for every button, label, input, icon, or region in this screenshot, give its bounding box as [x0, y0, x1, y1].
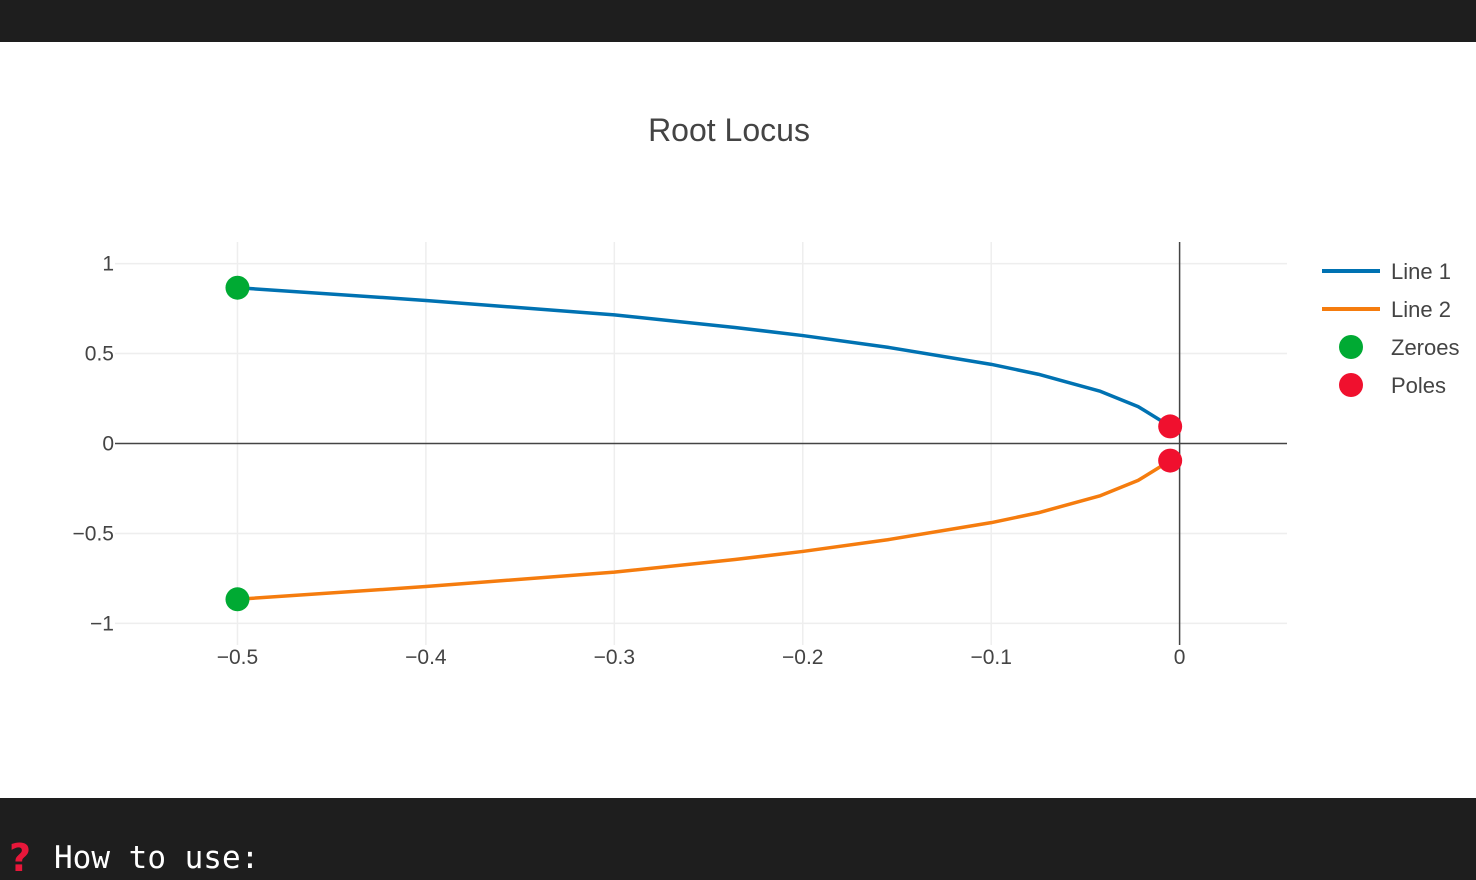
y-tick-label: −1	[90, 612, 114, 635]
question-mark-icon: ?	[8, 836, 32, 880]
legend-line-1-label: Line 1	[1391, 259, 1451, 284]
legend-zeroes-label: Zeroes	[1391, 335, 1459, 360]
y-tick-label: 0	[102, 433, 114, 456]
help-row[interactable]: ? How to use:	[2, 838, 259, 878]
x-tick-label: −0.5	[217, 646, 258, 669]
top-bar	[0, 0, 1476, 42]
legend-zeroes-swatch	[1339, 335, 1363, 359]
x-tick-label: −0.1	[970, 646, 1011, 669]
bottom-bar	[0, 798, 1476, 880]
y-tick-label: −0.5	[73, 522, 114, 545]
poles-marker	[1158, 414, 1183, 439]
series	[225, 275, 1183, 612]
root-locus-chart[interactable]: Root Locus −0.5 −0.4 −0.3 −0.2 −0.1 0 10.50−0…	[0, 42, 1476, 798]
y-tick-label: 0.5	[85, 343, 114, 366]
x-tick-label: −0.3	[594, 646, 635, 669]
x-tick-label: −0.4	[405, 646, 447, 669]
x-tick-label: −0.2	[782, 646, 823, 669]
legend[interactable]: Line 1 Line 2 Zeroes Poles	[1322, 259, 1459, 398]
zeroes-marker	[225, 587, 250, 612]
legend-poles-swatch	[1339, 373, 1363, 397]
help-label: How to use:	[54, 840, 260, 876]
series-line-2-line	[235, 458, 1172, 602]
zeroes-marker	[225, 275, 250, 300]
x-axis-ticks: −0.5 −0.4 −0.3 −0.2 −0.1 0	[217, 646, 1186, 669]
y-axis-ticks: 1 0.5 0 −0.5 −1	[73, 253, 114, 636]
plot-panel: Root Locus −0.5 −0.4 −0.3 −0.2 −0.1 0 1 0.5 0 −0…	[0, 42, 1476, 798]
legend-line-2-label: Line 2	[1391, 297, 1451, 322]
series-line-1-line	[235, 285, 1172, 429]
legend-poles-label: Poles	[1391, 373, 1446, 398]
poles-marker	[1158, 448, 1183, 473]
zero-axes	[115, 242, 1287, 645]
chart-title: Root Locus	[648, 112, 810, 148]
x-tick-label: 0	[1174, 646, 1186, 669]
y-tick-label: 1	[102, 253, 114, 276]
